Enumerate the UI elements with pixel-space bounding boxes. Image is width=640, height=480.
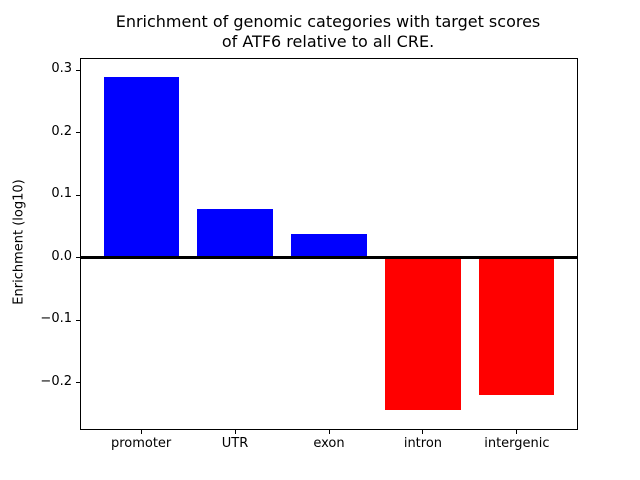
y-tick-label: 0.3 xyxy=(51,61,72,77)
y-tick-mark xyxy=(76,194,80,196)
zero-line xyxy=(81,256,577,260)
x-tick-label-exon: exon xyxy=(313,436,345,451)
x-tick-label-UTR: UTR xyxy=(221,436,249,451)
y-tick-mark xyxy=(76,257,80,259)
y-tick-mark xyxy=(76,382,80,384)
y-tick-label: 0.0 xyxy=(51,248,72,264)
chart-title: Enrichment of genomic categories with ta… xyxy=(115,12,541,51)
bar-intron xyxy=(385,257,461,411)
y-axis-label: Enrichment (log10) xyxy=(11,179,27,305)
y-tick-label: −0.2 xyxy=(40,373,72,389)
bar-intergenic xyxy=(479,257,555,396)
x-tick-mark xyxy=(516,430,518,434)
bar-exon xyxy=(291,234,367,258)
y-tick-mark xyxy=(76,132,80,134)
y-tick-label: −0.1 xyxy=(40,311,72,327)
x-tick-label-intron: intron xyxy=(403,436,443,451)
x-tick-mark xyxy=(140,430,142,434)
bar-promoter xyxy=(103,76,179,258)
y-tick-mark xyxy=(76,319,80,321)
x-tick-mark xyxy=(328,430,330,434)
y-tick-label: 0.2 xyxy=(51,123,72,139)
x-tick-mark xyxy=(234,430,236,434)
x-tick-mark xyxy=(422,430,424,434)
axes: 0.3 0.2 0.1 0.0 −0.1 −0.2 promoter UTR exon intro… xyxy=(40,58,578,451)
x-tick-label-intergenic: intergenic xyxy=(484,436,550,451)
bar-UTR xyxy=(197,209,273,258)
x-tick-label-promoter: promoter xyxy=(110,436,172,451)
y-tick-mark xyxy=(76,69,80,71)
y-tick-label: 0.1 xyxy=(51,186,72,202)
